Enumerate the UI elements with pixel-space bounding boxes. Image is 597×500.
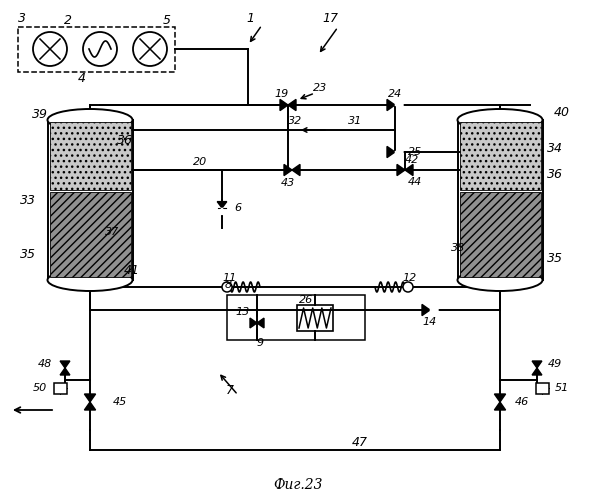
Polygon shape <box>494 402 506 410</box>
Polygon shape <box>397 164 405 175</box>
Circle shape <box>33 32 67 66</box>
Text: 14: 14 <box>423 317 437 327</box>
Circle shape <box>83 32 117 66</box>
Polygon shape <box>60 361 70 368</box>
Polygon shape <box>217 202 227 208</box>
Text: 25: 25 <box>408 147 422 157</box>
Text: 38: 38 <box>451 243 465 253</box>
Bar <box>536 382 549 394</box>
Polygon shape <box>395 100 403 110</box>
Polygon shape <box>292 164 300 175</box>
Polygon shape <box>84 402 96 410</box>
Text: 43: 43 <box>281 178 295 188</box>
Text: 34: 34 <box>547 142 563 154</box>
Polygon shape <box>395 146 403 158</box>
Polygon shape <box>430 304 438 316</box>
Text: 26: 26 <box>299 295 313 305</box>
Text: 5: 5 <box>163 14 171 28</box>
Polygon shape <box>257 318 264 328</box>
Polygon shape <box>494 394 506 402</box>
Text: 49: 49 <box>548 359 562 369</box>
Text: 50: 50 <box>33 383 47 393</box>
Polygon shape <box>84 394 96 402</box>
Text: 32: 32 <box>288 116 302 126</box>
Ellipse shape <box>457 269 543 291</box>
Text: 47: 47 <box>352 436 368 450</box>
Circle shape <box>133 32 167 66</box>
Text: 40: 40 <box>554 106 570 120</box>
Polygon shape <box>284 164 292 175</box>
Polygon shape <box>280 100 288 110</box>
Polygon shape <box>288 100 296 110</box>
Text: 36: 36 <box>117 134 133 146</box>
Text: 2: 2 <box>64 14 72 28</box>
Text: 23: 23 <box>313 83 327 93</box>
Circle shape <box>222 282 232 292</box>
Text: 11: 11 <box>223 273 237 283</box>
Text: 42: 42 <box>405 155 419 165</box>
Text: 8: 8 <box>224 280 232 290</box>
Bar <box>54 382 66 394</box>
Text: 31: 31 <box>348 116 362 126</box>
Text: 17: 17 <box>322 12 338 24</box>
Polygon shape <box>422 304 430 316</box>
Text: 35: 35 <box>20 248 36 262</box>
Polygon shape <box>532 368 542 375</box>
Text: 24: 24 <box>388 89 402 99</box>
Text: 12: 12 <box>403 273 417 283</box>
Bar <box>460 192 540 277</box>
Text: 19: 19 <box>275 89 289 99</box>
Polygon shape <box>387 146 395 158</box>
Text: 41: 41 <box>124 264 140 276</box>
Polygon shape <box>217 208 227 214</box>
Ellipse shape <box>48 109 133 131</box>
Polygon shape <box>250 318 257 328</box>
Text: 37: 37 <box>105 227 119 237</box>
Text: 13: 13 <box>236 307 250 317</box>
Text: 33: 33 <box>20 194 36 206</box>
Bar <box>50 122 131 190</box>
Bar <box>297 305 333 331</box>
Bar <box>460 122 540 190</box>
Bar <box>18 27 175 72</box>
Polygon shape <box>405 164 413 175</box>
Text: Фиг.23: Фиг.23 <box>273 478 323 492</box>
Ellipse shape <box>48 269 133 291</box>
Text: 4: 4 <box>78 72 86 85</box>
Text: 6: 6 <box>235 203 242 213</box>
Bar <box>227 295 365 340</box>
Text: 7: 7 <box>226 384 234 396</box>
Text: 51: 51 <box>555 383 569 393</box>
Text: 46: 46 <box>515 397 529 407</box>
Text: 39: 39 <box>32 108 48 122</box>
Bar <box>457 120 543 280</box>
Bar <box>50 192 131 277</box>
Text: 20: 20 <box>193 157 207 167</box>
Bar <box>48 120 133 280</box>
Text: 45: 45 <box>113 397 127 407</box>
Text: 36: 36 <box>547 168 563 181</box>
Text: 3: 3 <box>18 12 26 24</box>
Polygon shape <box>532 361 542 368</box>
Ellipse shape <box>457 109 543 131</box>
Polygon shape <box>60 368 70 375</box>
Text: 35: 35 <box>547 252 563 264</box>
Text: 9: 9 <box>257 338 263 348</box>
Text: 44: 44 <box>408 177 422 187</box>
Polygon shape <box>387 100 395 110</box>
Text: 1: 1 <box>246 12 254 24</box>
Circle shape <box>403 282 413 292</box>
Text: 48: 48 <box>38 359 52 369</box>
